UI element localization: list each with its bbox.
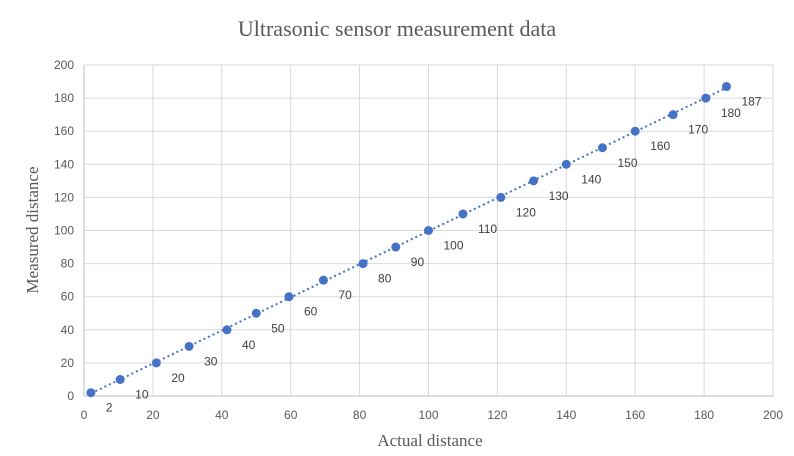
x-axis-title: Actual distance [377,431,482,450]
data-point [151,358,161,368]
data-point [630,126,640,136]
y-tick-label: 200 [54,58,74,72]
data-point [251,308,261,318]
data-labels: 2 10 20 30 40 50 60 70 80 90 100 110 120 130 140 150 160… [106,95,762,415]
data-label: 130 [549,189,569,203]
x-tick-label: 0 [81,408,88,422]
data-point [721,82,731,92]
x-tick-label: 60 [284,408,298,422]
x-tick-label: 20 [146,408,160,422]
data-label: 80 [378,272,392,286]
data-label: 2 [106,401,113,415]
data-point [561,159,571,169]
data-label: 20 [171,371,185,385]
x-tick-label: 120 [487,408,507,422]
data-label: 160 [650,139,670,153]
y-tick-label: 80 [61,257,75,271]
data-label: 70 [338,288,352,302]
gridlines [84,64,774,396]
data-point [701,93,711,103]
data-points [86,82,731,398]
y-tick-label: 180 [54,91,74,105]
x-tick-label: 180 [694,408,714,422]
data-label: 120 [516,205,536,219]
data-point [597,143,607,153]
y-tick-label: 40 [61,323,75,337]
data-point [496,192,506,202]
data-point [668,110,678,120]
x-tick-label: 100 [418,408,438,422]
data-label: 187 [741,95,761,109]
data-point [115,374,125,384]
data-point [222,325,232,335]
data-point [424,226,433,235]
data-label: 10 [135,387,149,401]
axes: 0 20 40 60 80 100 120 140 160 180 200 0 20 40 60 80 100 1… [54,58,783,422]
data-point [529,176,539,186]
x-tick-label: 40 [215,408,229,422]
y-axis-title: Measured distance [23,167,42,294]
y-tick-label: 20 [61,356,75,370]
data-label: 170 [688,123,708,137]
x-tick-label: 160 [625,408,645,422]
data-label: 50 [271,321,285,335]
data-label: 100 [444,239,464,253]
x-tick-label: 140 [556,408,576,422]
data-label: 40 [242,338,256,352]
data-point [458,209,468,219]
data-point [318,275,328,285]
x-tick-label: 200 [763,408,783,422]
data-label: 110 [478,222,497,236]
data-label: 90 [411,255,425,269]
chart-title: Ultrasonic sensor measurement data [238,16,557,41]
data-label: 60 [304,305,318,319]
data-point [184,341,194,351]
data-label: 180 [721,106,741,120]
data-label: 140 [581,172,601,186]
y-tick-label: 160 [54,124,74,138]
data-point [391,242,401,252]
y-tick-label: 100 [54,224,74,238]
y-tick-label: 140 [54,157,74,171]
y-tick-label: 60 [61,290,75,304]
data-label: 30 [204,354,218,368]
y-tick-label: 120 [54,190,74,204]
x-tick-label: 80 [353,408,367,422]
data-point [86,388,96,398]
data-point [284,292,294,302]
y-tick-label: 0 [67,389,74,403]
data-point [358,259,368,269]
data-label: 150 [617,156,637,170]
